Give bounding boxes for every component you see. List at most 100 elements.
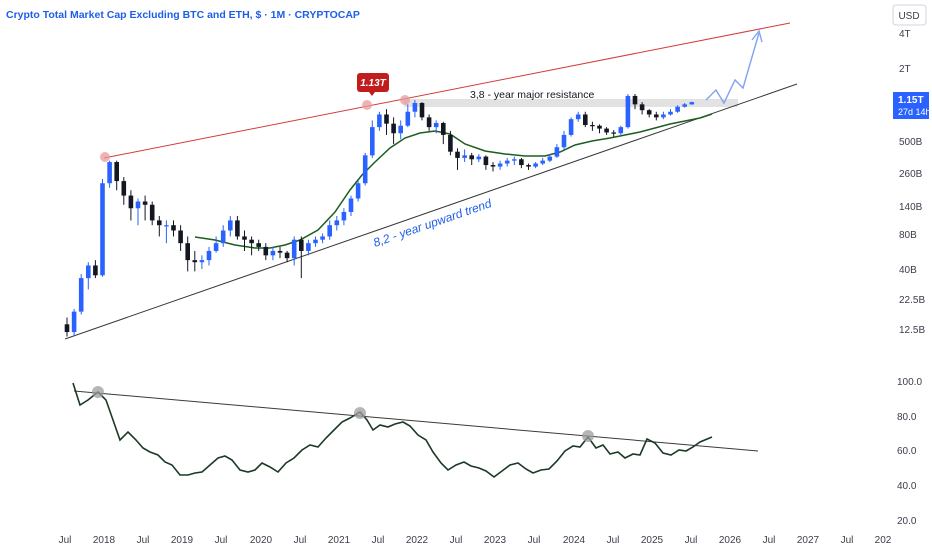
candle-body: [462, 155, 467, 158]
y-tick-label: 260B: [899, 169, 923, 180]
candle-body: [512, 159, 517, 161]
candle-body: [519, 159, 524, 166]
candle-body: [590, 125, 595, 127]
candle-body: [291, 239, 297, 259]
x-tick-label: Jul: [137, 535, 150, 546]
moving-average-line: [194, 113, 713, 249]
oscillator-line: [72, 382, 713, 478]
candle-body: [93, 265, 98, 276]
candle: [242, 230, 247, 251]
candle: [149, 201, 155, 226]
peak-label-bg: [357, 73, 389, 92]
x-tick-label: 2027: [797, 535, 820, 546]
candle-body: [554, 147, 560, 157]
upper-trendline: [103, 22, 791, 159]
candle-body: [256, 243, 261, 247]
touch-marker: [100, 152, 110, 162]
candle-body: [249, 239, 254, 244]
trend-label: 8,2 - year upward trend: [371, 196, 493, 250]
candle: [107, 160, 112, 188]
candle: [398, 120, 403, 140]
candle-body: [213, 243, 219, 251]
peak-label-pointer: [369, 92, 375, 96]
candle-body: [370, 127, 375, 156]
candle: [533, 162, 538, 169]
oscillator-tick-label: 40.0: [897, 481, 917, 492]
currency-button-frame[interactable]: [892, 4, 927, 26]
candle: [71, 308, 77, 337]
x-tick-label: 2024: [563, 535, 586, 546]
candle: [370, 120, 375, 158]
candle-body: [668, 111, 673, 115]
candle-body: [490, 165, 496, 167]
candle-body: [220, 230, 226, 244]
candle: [476, 154, 482, 163]
candle-body: [561, 134, 567, 148]
candle-body: [646, 110, 652, 115]
x-tick-label: Jul: [294, 535, 307, 546]
candle: [426, 114, 432, 131]
y-tick-label: 12.5B: [899, 325, 925, 336]
candle-body: [426, 117, 432, 128]
y-tick-label: 4T: [899, 29, 911, 40]
touch-marker: [362, 100, 372, 110]
candle: [178, 225, 183, 251]
candle-body: [185, 243, 190, 261]
candle-body: [483, 156, 489, 166]
candle: [561, 130, 567, 150]
x-tick-label: 2019: [171, 535, 194, 546]
x-tick-label: 2021: [328, 535, 351, 546]
candle-body: [128, 195, 134, 209]
candle-body: [178, 230, 183, 244]
candle-body: [313, 239, 318, 244]
candle-body: [391, 123, 396, 134]
price-scale[interactable]: USD 4T 2T 500B 260B 140B 80B 40B 22.5B 12.5B 100…: [892, 4, 927, 527]
currency-button[interactable]: USD: [898, 11, 919, 22]
candle-body: [192, 260, 198, 263]
candle-body: [206, 250, 212, 261]
price-badge-value: 1.15T: [898, 95, 924, 106]
candle-body: [575, 114, 581, 120]
candle-body: [327, 225, 332, 237]
candle: [654, 111, 659, 121]
candle-body: [618, 127, 624, 134]
candle: [299, 236, 304, 279]
chart-title: Crypto Total Market Cap Excluding BTC an…: [6, 9, 360, 21]
candle: [433, 120, 439, 134]
candle: [185, 236, 190, 272]
candle-body: [625, 95, 631, 128]
price-badge: 1.15T 27d 14h: [893, 92, 931, 119]
price-badge-bg: [893, 92, 929, 119]
x-tick-label: 202: [875, 535, 892, 546]
candle: [121, 177, 127, 205]
candle: [192, 250, 198, 272]
candle: [100, 179, 105, 277]
candle-body: [135, 201, 141, 209]
x-axis: Jul 2018 Jul 2019 Jul 2020 Jul 2021 Jul 2022 Jul 20…: [59, 535, 892, 546]
candle: [689, 101, 695, 105]
candle: [284, 250, 290, 263]
candle-body: [71, 311, 77, 333]
candle: [256, 239, 261, 251]
candle: [554, 144, 560, 158]
candle: [483, 155, 489, 170]
y-axis-main: 4T 2T 500B 260B 140B 80B 40B 22.5B 12.5B: [899, 29, 925, 336]
candle: [306, 239, 311, 256]
candle-body: [384, 114, 389, 124]
candle: [327, 220, 332, 240]
x-tick-label: 2018: [93, 535, 116, 546]
candle-body: [348, 198, 354, 212]
candle-body: [632, 95, 638, 105]
candle-body: [121, 181, 127, 196]
projection-path: [705, 32, 760, 105]
touch-marker: [400, 95, 410, 105]
candle: [249, 236, 254, 256]
candle: [213, 236, 219, 253]
candle-body: [171, 225, 176, 231]
x-tick-label: 2026: [719, 535, 742, 546]
candle: [568, 117, 574, 137]
candle: [632, 94, 638, 110]
candle-body: [441, 122, 446, 135]
candle-body: [341, 211, 347, 221]
